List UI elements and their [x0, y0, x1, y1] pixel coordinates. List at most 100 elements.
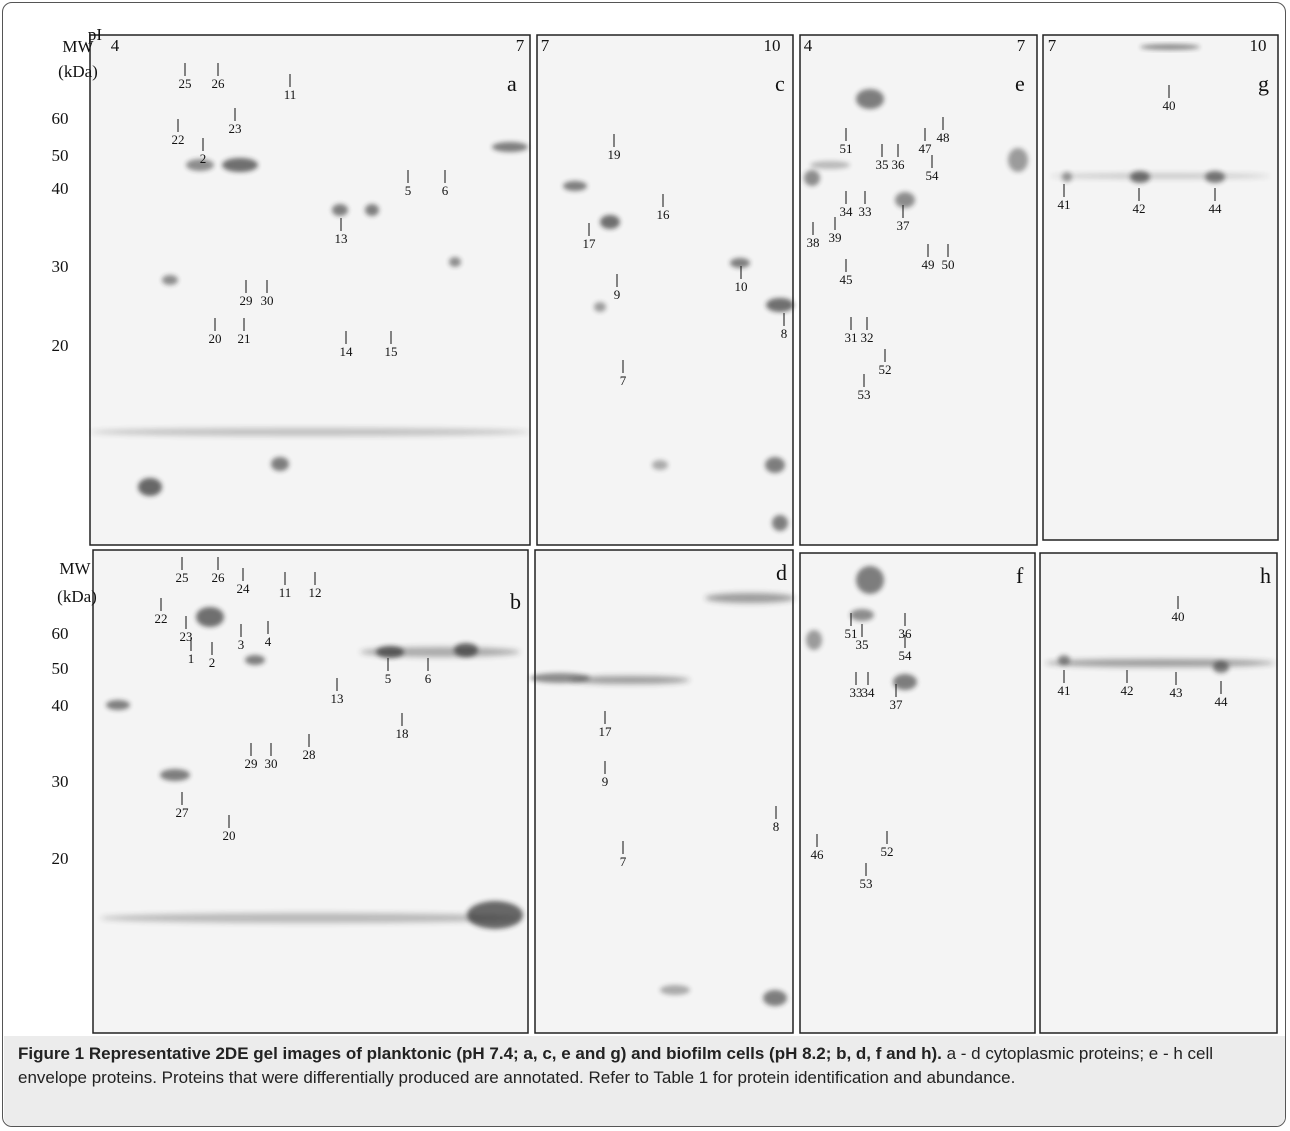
gel-spot — [245, 655, 265, 665]
gel-spot — [763, 990, 787, 1006]
spot-label: 52 — [879, 362, 892, 377]
pi-label: 10 — [764, 36, 781, 55]
gel-spot — [449, 257, 461, 267]
spot-label: 46 — [811, 847, 825, 862]
spot-label: 44 — [1215, 694, 1229, 709]
spot-label: 38 — [807, 235, 820, 250]
spot-label: 27 — [176, 805, 190, 820]
spot-label: 23 — [180, 629, 193, 644]
spot-label: 1 — [188, 651, 195, 666]
panel-letter: e — [1015, 71, 1025, 96]
gel-spot — [804, 170, 820, 186]
gel-background — [1039, 552, 1278, 1034]
gel-spot — [160, 769, 190, 781]
spot-label: 54 — [926, 168, 940, 183]
panel-letter: g — [1258, 71, 1269, 96]
gel-spot — [850, 609, 874, 621]
gel-spot — [856, 89, 884, 109]
spot-label: 43 — [1170, 685, 1183, 700]
spot-label: 41 — [1058, 197, 1071, 212]
gel-spot — [594, 302, 606, 312]
mw-tick-label: 40 — [52, 179, 69, 198]
caption-title: Representative 2DE gel images of plankto… — [88, 1044, 942, 1063]
spot-label: 15 — [385, 344, 398, 359]
panel-letter: a — [507, 71, 517, 96]
panel-letter: f — [1016, 563, 1024, 588]
spot-label: 51 — [840, 141, 853, 156]
gel-background — [89, 34, 531, 546]
mw-tick-label: 60 — [52, 109, 69, 128]
spot-label: 50 — [942, 257, 955, 272]
spot-label: 29 — [240, 293, 253, 308]
gel-background — [536, 34, 794, 546]
spot-label: 22 — [155, 611, 168, 626]
gel-spot — [895, 192, 915, 208]
spot-label: 41 — [1058, 683, 1071, 698]
pi-axis-title: pI — [88, 25, 103, 44]
gel-panel: h 40 41 42 43 44 — [1039, 552, 1278, 1034]
spot-label: 23 — [229, 121, 242, 136]
spot-label: 11 — [284, 87, 297, 102]
gel-spot — [893, 674, 917, 690]
spot-label: 16 — [657, 207, 671, 222]
pi-label: 7 — [1048, 36, 1057, 55]
gel-spot — [806, 630, 822, 650]
spot-label: 8 — [773, 819, 780, 834]
gel-spot — [570, 676, 690, 684]
gel-spot — [90, 428, 530, 436]
gel-panel: c 19 16 17 9 10 8 7 — [536, 34, 794, 546]
gel-spot — [1213, 661, 1229, 673]
gel-spot — [1058, 655, 1070, 665]
gel-spot — [360, 647, 520, 657]
gel-spot — [810, 161, 850, 169]
mw-tick-label: 50 — [52, 659, 69, 678]
spot-label: 35 — [876, 157, 889, 172]
spot-label: 44 — [1209, 201, 1223, 216]
spot-label: 13 — [331, 691, 344, 706]
spot-label: 4 — [265, 634, 272, 649]
spot-label: 6 — [442, 183, 449, 198]
mw-axis-unit: (kDa) — [57, 587, 97, 606]
gel-spot — [1140, 44, 1200, 50]
spot-label: 17 — [599, 724, 613, 739]
caption: Figure 1 Representative 2DE gel images o… — [4, 1036, 1285, 1126]
spot-label: 26 — [212, 570, 226, 585]
spot-label: 25 — [176, 570, 189, 585]
spot-label: 42 — [1121, 683, 1134, 698]
spot-label: 37 — [897, 218, 911, 233]
gel-spot — [222, 158, 258, 172]
gel-spot — [856, 566, 884, 594]
spot-label: 7 — [620, 854, 627, 869]
mw-tick-label: 30 — [52, 257, 69, 276]
spot-label: 13 — [335, 231, 348, 246]
spot-label: 42 — [1133, 201, 1146, 216]
spot-label: 36 — [892, 157, 906, 172]
spot-label: 28 — [303, 747, 316, 762]
gel-spot — [492, 142, 528, 152]
spot-label: 33 — [850, 685, 863, 700]
spot-label: 47 — [919, 141, 933, 156]
spot-label: 53 — [858, 387, 871, 402]
gel-spot — [332, 204, 348, 216]
spot-label: 40 — [1163, 98, 1176, 113]
panel-letter: b — [510, 589, 521, 614]
pi-label: 4 — [111, 36, 120, 55]
spot-label: 2 — [209, 655, 216, 670]
spot-label: 5 — [385, 671, 392, 686]
spot-label: 20 — [223, 828, 236, 843]
spot-label: 7 — [620, 373, 627, 388]
spot-label: 29 — [245, 756, 258, 771]
panel-letter: d — [776, 560, 787, 585]
spot-label: 39 — [829, 230, 842, 245]
spot-label: 21 — [238, 331, 251, 346]
spot-label: 12 — [309, 585, 322, 600]
mw-tick-label: 20 — [52, 849, 69, 868]
mw-axis-title: MW — [62, 37, 94, 56]
spot-label: 48 — [937, 130, 950, 145]
spot-label: 30 — [261, 293, 274, 308]
gel-spot — [467, 901, 523, 929]
